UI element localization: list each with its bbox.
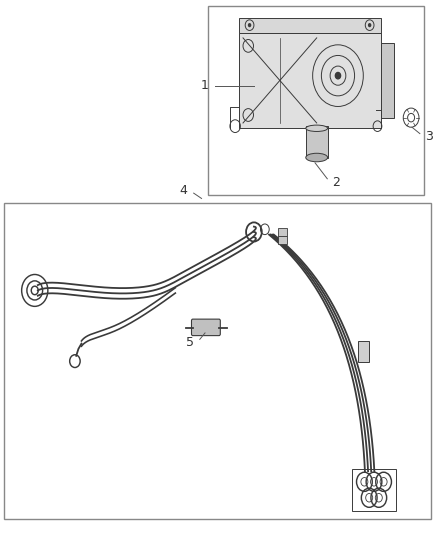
- Ellipse shape: [306, 125, 328, 132]
- Text: 5: 5: [186, 336, 194, 349]
- Ellipse shape: [306, 154, 328, 162]
- Text: 2: 2: [332, 176, 340, 189]
- Bar: [352, 469, 396, 511]
- Bar: [358, 341, 369, 362]
- Bar: [239, 33, 381, 128]
- Bar: [4, 203, 431, 519]
- Circle shape: [368, 23, 371, 27]
- Circle shape: [336, 72, 341, 79]
- Circle shape: [248, 23, 251, 27]
- Text: 1: 1: [200, 79, 208, 92]
- Bar: [239, 18, 381, 33]
- Text: 4: 4: [180, 184, 187, 197]
- Bar: [278, 236, 287, 244]
- Bar: [306, 126, 328, 158]
- Bar: [381, 43, 394, 118]
- Bar: [208, 6, 424, 195]
- Text: 3: 3: [425, 130, 433, 143]
- Bar: [278, 228, 287, 236]
- FancyBboxPatch shape: [191, 319, 220, 336]
